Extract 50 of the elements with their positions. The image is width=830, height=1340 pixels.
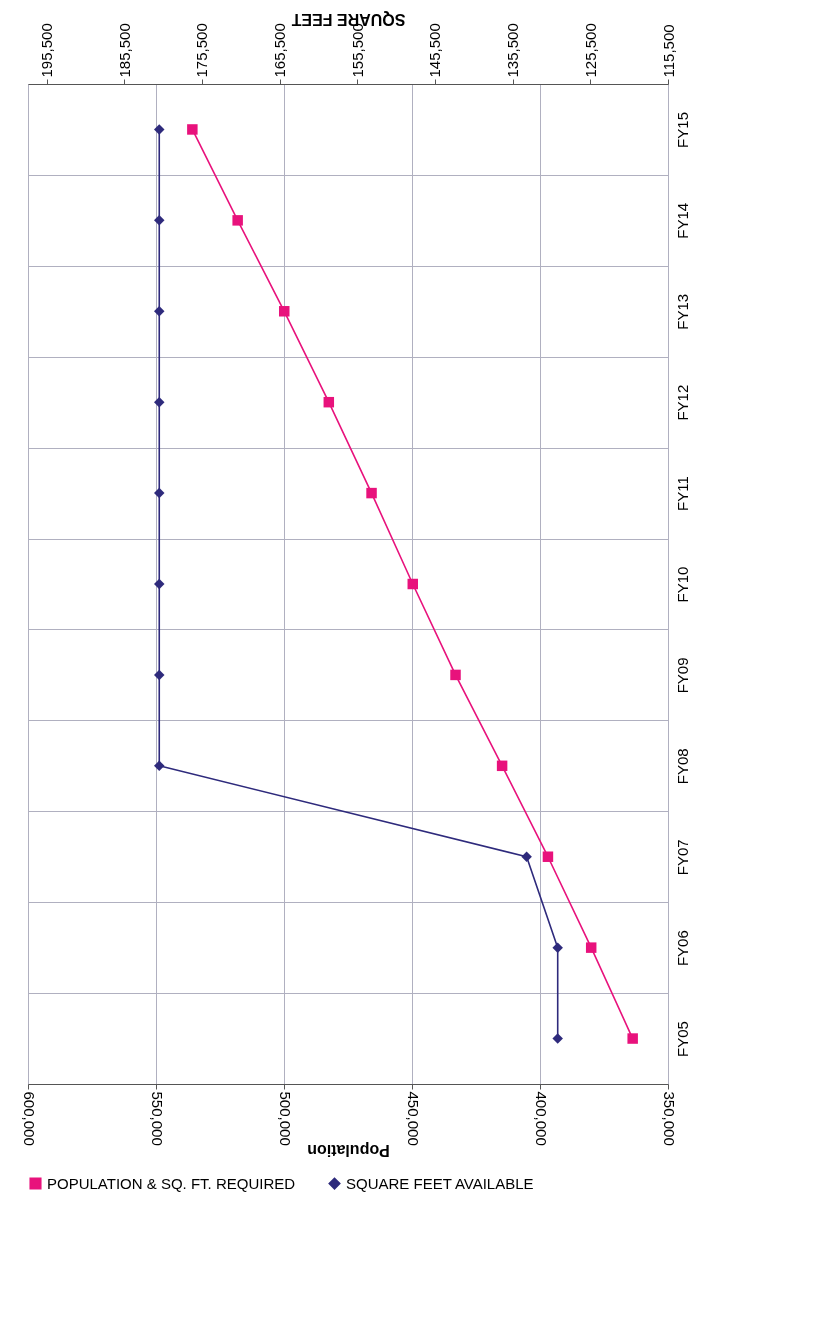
point [323,396,335,408]
y-tick-label: FY08 [673,748,691,785]
point [154,215,165,226]
point [154,306,165,317]
y-tick-label: FY05 [673,1021,691,1057]
point [154,487,165,499]
x-tick-label: 600,000 [20,1091,38,1146]
y-tick-label: FY07 [673,839,691,876]
point [154,124,165,135]
legend-label: POPULATION & SQ. FT. REQUIRED [47,1174,296,1192]
x-tick-label: 500,000 [276,1091,294,1146]
y-tick-label: FY09 [673,657,691,694]
x2-tick-label: 165,500 [271,23,289,78]
y-tick-label: FY11 [673,476,691,511]
x-tick-label: 400,000 [532,1091,550,1146]
point [154,396,165,408]
x2-tick-label: 145,500 [426,23,444,78]
point [232,215,243,226]
point [154,578,165,590]
x2-tick-label: 195,500 [38,23,56,78]
x-axis-title: Population [307,1141,390,1159]
y-tick-label: FY10 [673,566,691,603]
y-tick-label: FY06 [673,930,691,967]
x-tick-label: 550,000 [148,1091,166,1146]
y-tick-label: FY15 [673,112,691,148]
point [496,760,508,772]
legend-label: SQUARE FEET AVAILABLE [346,1174,534,1192]
x-tick-label: 450,000 [404,1091,422,1146]
point [552,942,563,953]
point [187,124,198,135]
point [366,487,377,499]
point [521,851,532,862]
point [450,669,461,681]
point [154,760,165,772]
x-tick-label: 350,000 [660,1091,678,1146]
x2-tick-label: 115,500 [659,24,677,78]
x2-tick-label: 135,500 [504,23,522,78]
point [552,1033,563,1044]
x2-tick-label: 175,500 [193,23,211,78]
point [407,578,419,590]
point [154,669,165,681]
point [542,851,554,862]
x2-tick-label: 125,500 [581,23,599,78]
y-tick-label: FY12 [673,384,691,421]
point [585,942,597,953]
y-tick-label: FY13 [673,293,691,330]
point [279,306,290,317]
x2-tick-label: 185,500 [115,23,133,78]
point [627,1033,638,1044]
y-tick-label: FY14 [673,202,691,239]
